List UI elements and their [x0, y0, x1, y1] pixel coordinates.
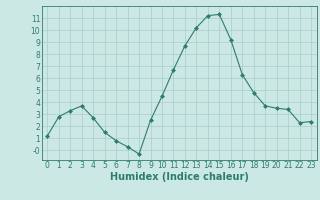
X-axis label: Humidex (Indice chaleur): Humidex (Indice chaleur) — [110, 172, 249, 182]
